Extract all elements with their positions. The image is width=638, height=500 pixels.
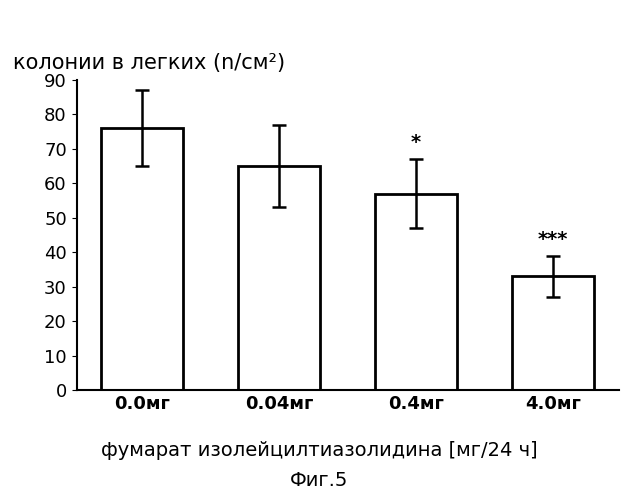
Text: Фиг.5: Фиг.5 — [290, 471, 348, 490]
Text: *: * — [411, 134, 421, 152]
Bar — [238, 166, 320, 390]
Text: фумарат изолейцилтиазолидина [мг/24 ч]: фумарат изолейцилтиазолидина [мг/24 ч] — [101, 440, 537, 460]
Bar — [375, 194, 457, 390]
Text: ***: *** — [538, 230, 568, 249]
Bar — [101, 128, 183, 390]
Bar — [512, 276, 594, 390]
Text: колонии в легких (n/см²): колонии в легких (n/см²) — [13, 52, 285, 72]
